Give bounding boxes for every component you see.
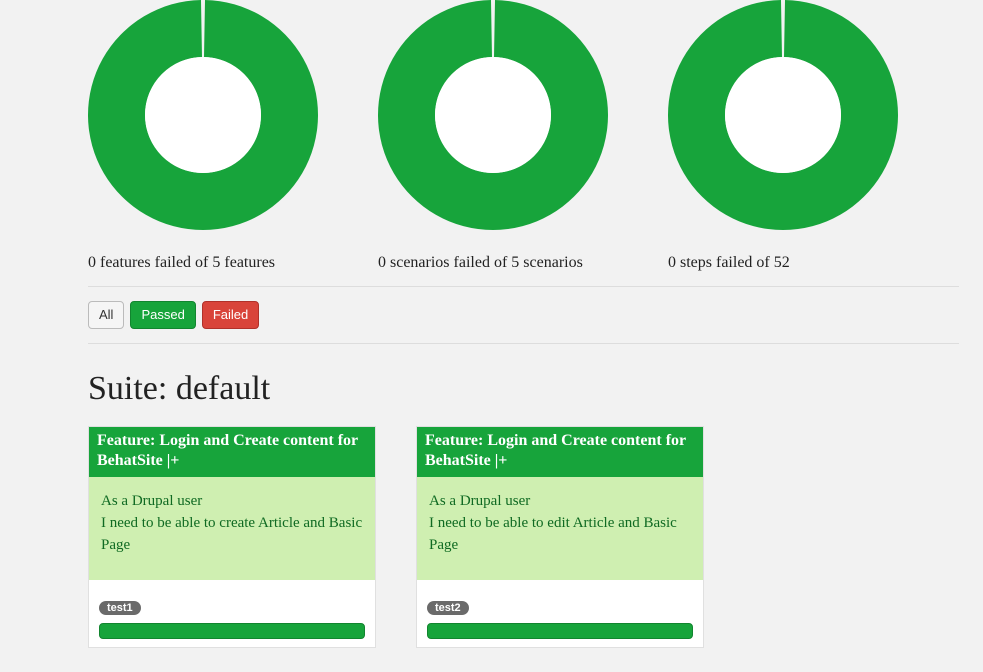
- features-donut: [88, 0, 318, 250]
- filter-all-button[interactable]: All: [88, 301, 124, 329]
- steps-donut: [668, 0, 898, 250]
- feature-progress: [99, 623, 365, 639]
- features-caption: 0 features failed of 5 features: [88, 254, 275, 272]
- feature-card[interactable]: Feature: Login and Create content for Be…: [416, 426, 704, 648]
- feature-header[interactable]: Feature: Login and Create content for Be…: [417, 427, 703, 477]
- features-chart-block: 0 features failed of 5 features: [88, 0, 318, 272]
- suite-title: Suite: default: [88, 370, 959, 408]
- feature-tag[interactable]: test2: [427, 601, 469, 615]
- charts-row: 0 features failed of 5 features 0 scenar…: [88, 0, 959, 287]
- steps-caption: 0 steps failed of 52: [668, 254, 790, 272]
- feature-footer: test1: [89, 580, 375, 647]
- feature-tag[interactable]: test1: [99, 601, 141, 615]
- filter-failed-button[interactable]: Failed: [202, 301, 259, 329]
- feature-body: As a Drupal userI need to be able to edi…: [417, 477, 703, 580]
- feature-card[interactable]: Feature: Login and Create content for Be…: [88, 426, 376, 648]
- scenarios-chart-block: 0 scenarios failed of 5 scenarios: [378, 0, 608, 272]
- features-row: Feature: Login and Create content for Be…: [88, 426, 959, 648]
- filter-bar: All Passed Failed: [88, 287, 959, 344]
- feature-progress: [427, 623, 693, 639]
- filter-passed-button[interactable]: Passed: [130, 301, 195, 329]
- feature-body: As a Drupal userI need to be able to cre…: [89, 477, 375, 580]
- steps-chart-block: 0 steps failed of 52: [668, 0, 898, 272]
- scenarios-donut: [378, 0, 608, 250]
- feature-footer: test2: [417, 580, 703, 647]
- feature-header[interactable]: Feature: Login and Create content for Be…: [89, 427, 375, 477]
- scenarios-caption: 0 scenarios failed of 5 scenarios: [378, 254, 583, 272]
